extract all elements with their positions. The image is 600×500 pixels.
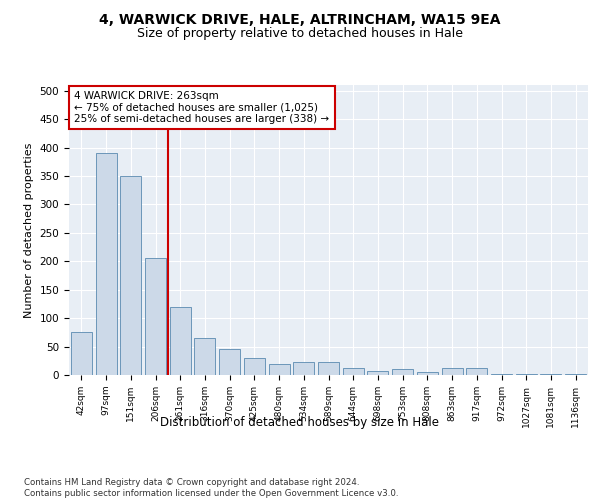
Bar (491, 374, 512, 375)
Bar (442, 368, 463, 375)
Bar (170, 307, 191, 375)
Bar (516, 374, 537, 375)
Bar (466, 368, 487, 375)
Bar (269, 364, 290, 375)
Bar (145, 258, 166, 375)
Bar (244, 358, 265, 375)
Bar (318, 362, 339, 375)
Bar (95, 153, 116, 375)
Bar (392, 370, 413, 375)
Bar (541, 374, 562, 375)
Text: Contains HM Land Registry data © Crown copyright and database right 2024.
Contai: Contains HM Land Registry data © Crown c… (24, 478, 398, 498)
Bar (194, 338, 215, 375)
Text: Distribution of detached houses by size in Hale: Distribution of detached houses by size … (161, 416, 439, 429)
Bar (565, 374, 586, 375)
Text: Size of property relative to detached houses in Hale: Size of property relative to detached ho… (137, 28, 463, 40)
Bar (343, 368, 364, 375)
Bar (71, 332, 92, 375)
Text: 4, WARWICK DRIVE, HALE, ALTRINCHAM, WA15 9EA: 4, WARWICK DRIVE, HALE, ALTRINCHAM, WA15… (99, 12, 501, 26)
Bar (417, 372, 438, 375)
Bar (367, 371, 388, 375)
Bar (219, 350, 240, 375)
Y-axis label: Number of detached properties: Number of detached properties (24, 142, 34, 318)
Bar (120, 176, 141, 375)
Text: 4 WARWICK DRIVE: 263sqm
← 75% of detached houses are smaller (1,025)
25% of semi: 4 WARWICK DRIVE: 263sqm ← 75% of detache… (74, 91, 329, 124)
Bar (293, 362, 314, 375)
